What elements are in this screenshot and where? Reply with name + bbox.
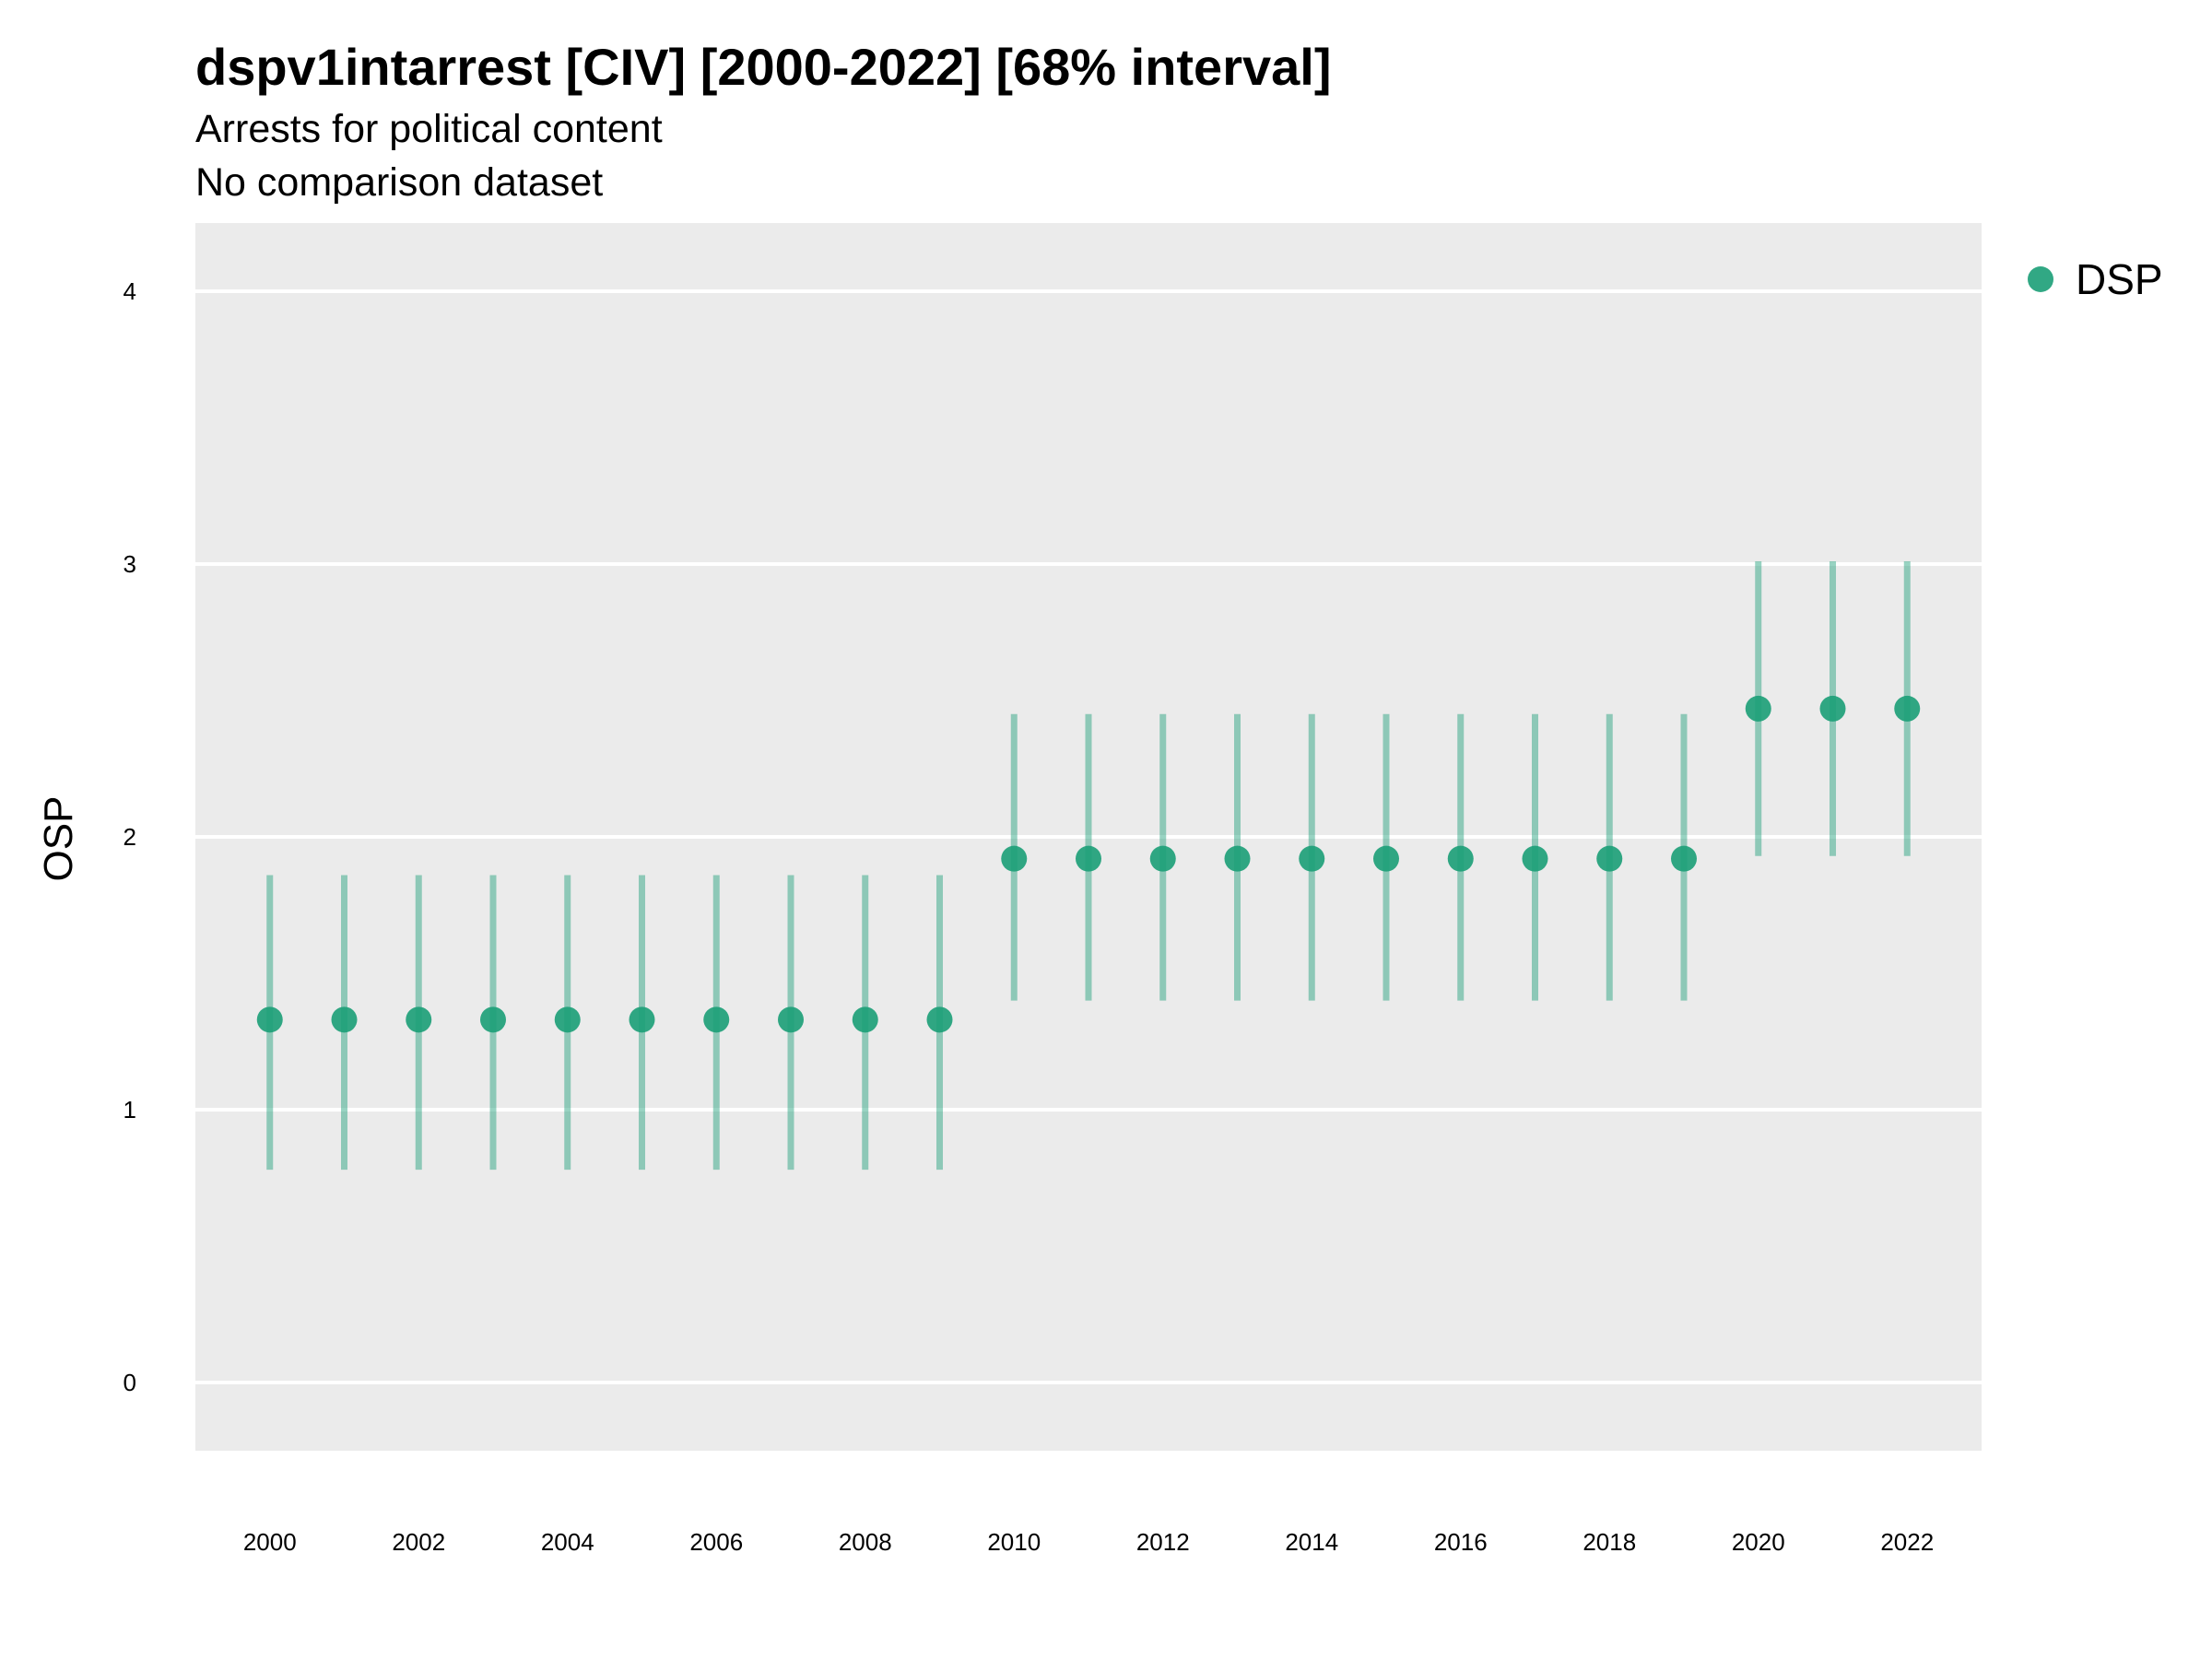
data-point-2009	[926, 1006, 953, 1033]
chart-title: dspv1intarrest [CIV] [2000-2022] [68% in…	[195, 38, 1332, 96]
x-tick-label-2010: 2010	[987, 1528, 1041, 1556]
data-point-2002	[406, 1006, 432, 1033]
gridlines	[195, 289, 1982, 1384]
y-axis-title: OSP	[36, 796, 81, 882]
data-point-2012	[1149, 845, 1176, 872]
chart-subtitle-line-2: No comparison dataset	[195, 160, 604, 205]
legend: DSP	[2028, 255, 2163, 303]
data-points	[256, 695, 1921, 1033]
y-tick-label-3: 3	[124, 550, 136, 578]
data-point-2014	[1299, 845, 1325, 872]
data-point-2020	[1745, 695, 1771, 722]
legend-key-dsp	[2028, 266, 2053, 292]
y-tick-label-2: 2	[124, 823, 136, 851]
data-point-2001	[331, 1006, 358, 1033]
data-point-2013	[1224, 845, 1251, 872]
x-tick-label-2002: 2002	[392, 1528, 445, 1556]
x-tick-label-2022: 2022	[1880, 1528, 1934, 1556]
y-tick-label-1: 1	[124, 1096, 136, 1124]
x-tick-label-2018: 2018	[1583, 1528, 1636, 1556]
x-tick-label-2016: 2016	[1434, 1528, 1488, 1556]
data-point-2011	[1076, 845, 1101, 872]
x-tick-label-2014: 2014	[1285, 1528, 1338, 1556]
x-tick-label-2000: 2000	[243, 1528, 297, 1556]
data-point-2000	[256, 1006, 283, 1033]
data-point-2018	[1596, 845, 1623, 872]
data-point-2017	[1522, 845, 1548, 872]
x-tick-label-2008: 2008	[839, 1528, 892, 1556]
x-tick-label-2004: 2004	[541, 1528, 594, 1556]
data-point-2022	[1894, 695, 1921, 722]
data-point-2021	[1819, 695, 1846, 722]
data-point-2019	[1671, 845, 1697, 872]
data-point-2015	[1373, 845, 1399, 872]
data-point-2007	[778, 1006, 804, 1033]
x-tick-label-2006: 2006	[689, 1528, 743, 1556]
legend-label-dsp: DSP	[2076, 255, 2163, 303]
data-point-2016	[1447, 845, 1474, 872]
data-point-2008	[852, 1006, 878, 1033]
data-point-2004	[554, 1006, 581, 1033]
data-point-2003	[480, 1006, 506, 1033]
y-tick-label-4: 4	[124, 277, 136, 305]
y-tick-label-0: 0	[124, 1369, 136, 1396]
chart-subtitle-line-1: Arrests for political content	[195, 107, 663, 151]
y-tick-labels: 0 1 2 3 4	[124, 277, 136, 1396]
data-point-2010	[1001, 845, 1028, 872]
x-tick-label-2020: 2020	[1732, 1528, 1785, 1556]
x-tick-label-2012: 2012	[1136, 1528, 1190, 1556]
x-tick-labels: 2000 2002 2004 2006 2008 2010 2012 2014 2016 2018…	[243, 1528, 1934, 1556]
data-point-2005	[629, 1006, 655, 1033]
data-point-2006	[703, 1006, 730, 1033]
